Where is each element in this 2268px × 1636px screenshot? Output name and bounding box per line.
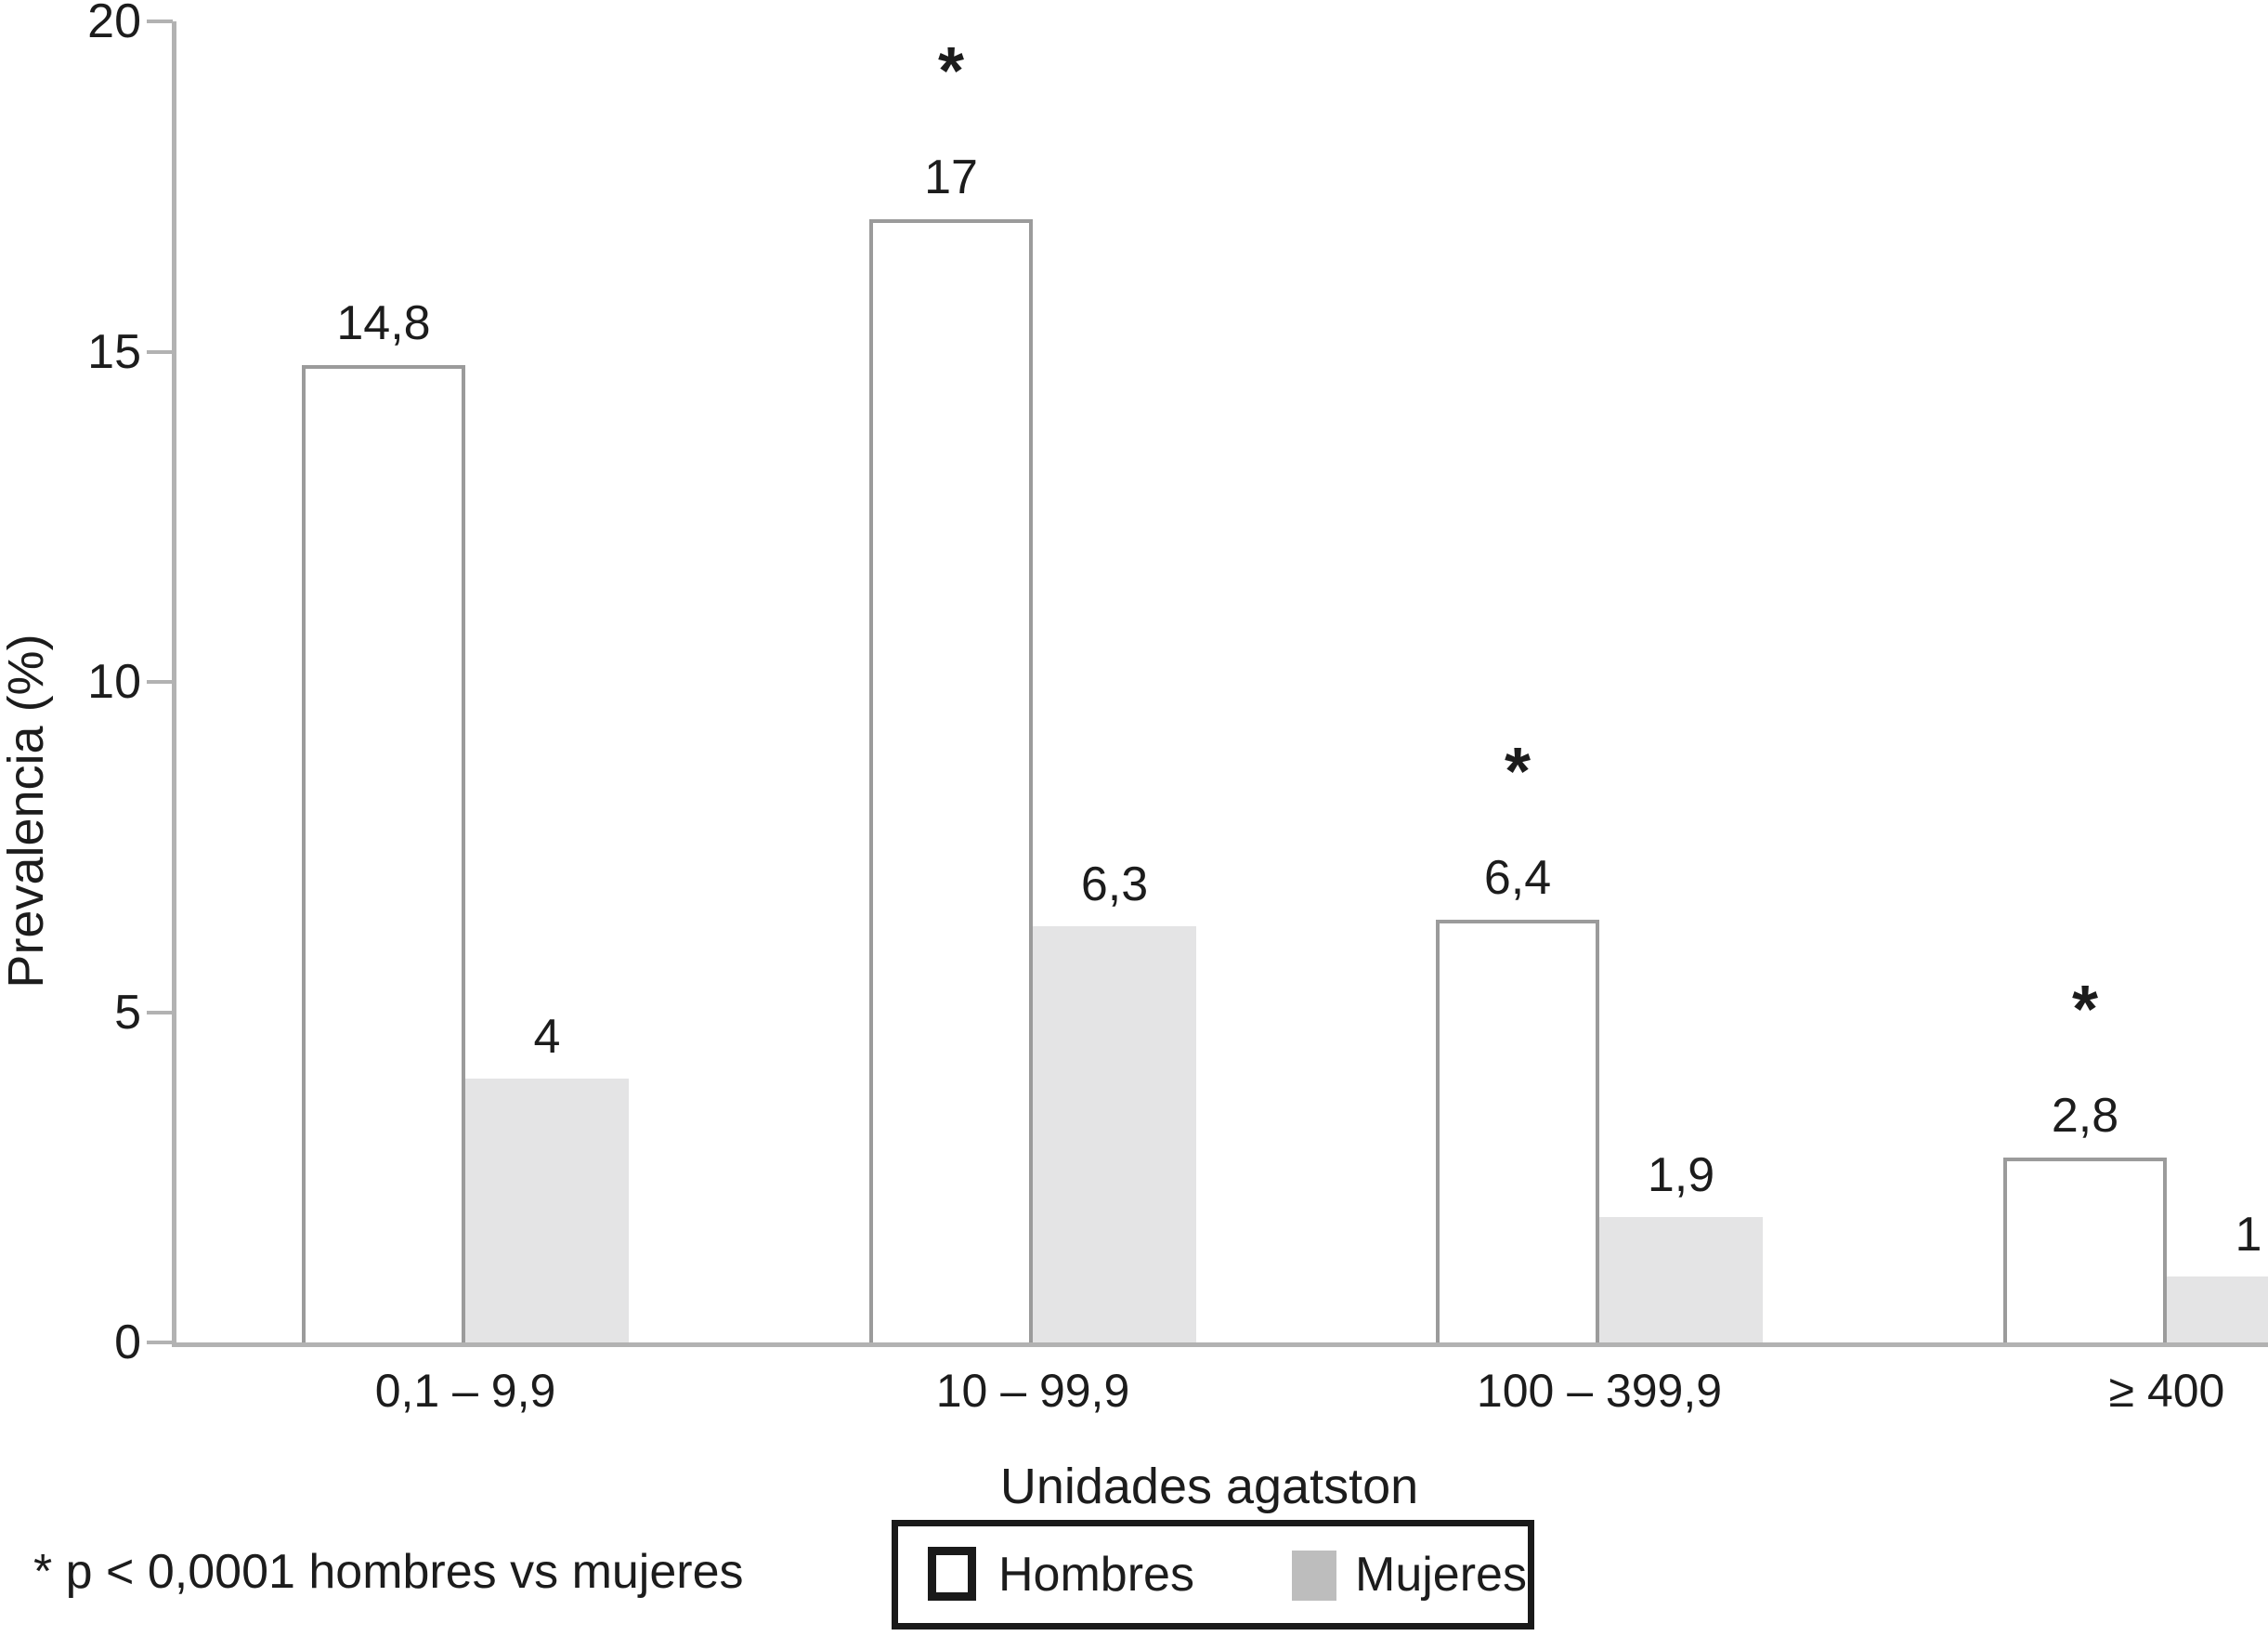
y-tick-mark — [147, 20, 173, 23]
significance-asterisk: * — [2071, 973, 2099, 1047]
bar-hombres-1 — [869, 219, 1033, 1342]
bar-hombres-3 — [2003, 1158, 2167, 1342]
significance-asterisk: * — [1504, 735, 1532, 809]
value-label-hombres-0: 14,8 — [336, 296, 431, 350]
bar-hombres-0 — [302, 365, 465, 1342]
legend-label-hombres: Hombres — [998, 1548, 1194, 1602]
legend-label-mujeres: Mujeres — [1355, 1548, 1527, 1602]
significance-footnote: * p < 0,0001 hombres vs mujeres — [33, 1545, 744, 1599]
value-label-mujeres-3: 1 — [2235, 1208, 2262, 1262]
y-tick-label: 5 — [114, 985, 141, 1040]
bar-mujeres-2 — [1599, 1217, 1763, 1342]
y-tick-label: 20 — [87, 0, 141, 48]
y-axis-line — [172, 21, 176, 1347]
y-tick-mark — [147, 1341, 173, 1344]
y-tick-mark — [147, 1010, 173, 1014]
x-tick-label: 10 – 99,9 — [935, 1365, 1130, 1417]
y-tick-mark — [147, 349, 173, 354]
bar-mujeres-3 — [2167, 1276, 2268, 1342]
y-tick-mark — [147, 680, 173, 684]
y-axis-title: Prevalencia (%) — [0, 634, 54, 988]
bar-hombres-2 — [1436, 920, 1599, 1342]
value-label-mujeres-2: 1,9 — [1647, 1148, 1715, 1202]
significance-asterisk: * — [937, 34, 965, 109]
value-label-hombres-3: 2,8 — [2051, 1089, 2119, 1143]
x-axis-title: Unidades agatston — [999, 1459, 1419, 1514]
y-tick-label: 10 — [87, 655, 141, 709]
value-label-hombres-2: 6,4 — [1483, 851, 1552, 905]
legend-swatch-hombres — [928, 1547, 976, 1601]
x-tick-label: ≥ 400 — [2108, 1365, 2225, 1417]
x-axis-line — [172, 1342, 2268, 1347]
bar-mujeres-1 — [1033, 926, 1196, 1342]
value-label-hombres-1: 17 — [924, 151, 978, 204]
y-tick-label: 15 — [87, 324, 141, 379]
value-label-mujeres-1: 6,3 — [1080, 857, 1149, 911]
bar-mujeres-0 — [465, 1079, 629, 1342]
x-tick-label: 0,1 – 9,9 — [374, 1365, 556, 1417]
y-tick-label: 0 — [114, 1315, 141, 1369]
value-label-mujeres-0: 4 — [533, 1010, 561, 1064]
legend-swatch-mujeres — [1292, 1551, 1336, 1601]
x-tick-label: 100 – 399,9 — [1476, 1365, 1723, 1417]
legend: Hombres Mujeres — [892, 1520, 1534, 1629]
